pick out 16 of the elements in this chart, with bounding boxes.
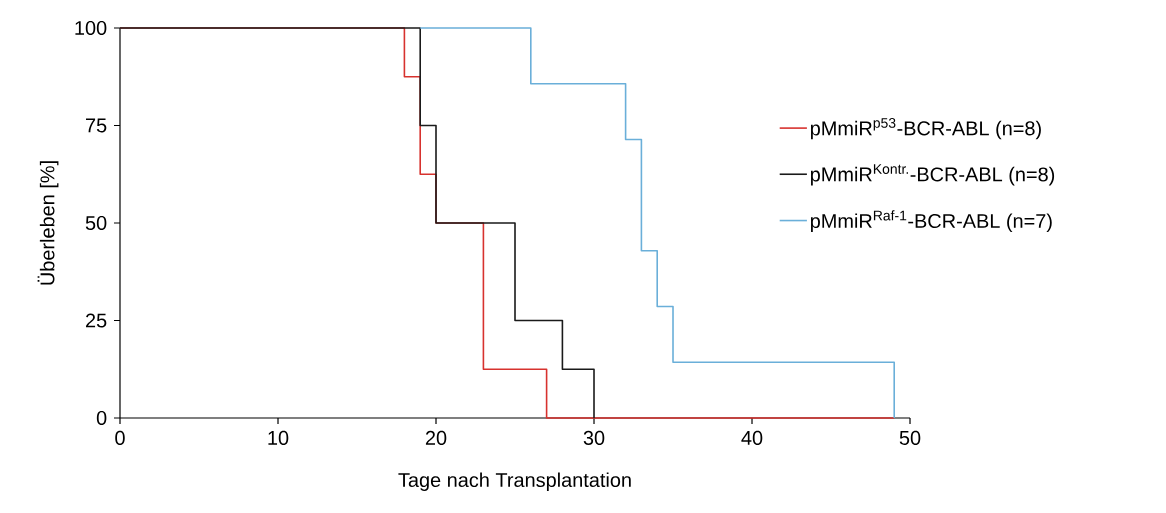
x-tick-label: 30 <box>583 430 605 445</box>
x-tick-label: 20 <box>425 430 447 445</box>
legend-label: pMmiR$^{p53}$-BCR-ABL (n=8) <box>810 117 1041 140</box>
y-tick-label: 100 <box>75 20 107 36</box>
x-tick-label: 40 <box>741 430 763 445</box>
x-tick-label: 0 <box>115 430 125 445</box>
y-tick-label: 0 <box>96 410 107 426</box>
x-axis-title: Tage nach Transplantation <box>398 472 631 492</box>
legend-label: pMmiR$^{Raf-1}$-BCR-ABL (n=7) <box>810 210 1052 232</box>
y-axis-title: Überleben [%] <box>37 161 59 285</box>
y-tick-label: 50 <box>85 215 107 231</box>
y-tick-label: 75 <box>86 118 107 133</box>
legend-label: pMmiR$^{Kontr.}$-BCR-ABL (n=8) <box>810 164 1055 186</box>
x-tick-label: 50 <box>899 430 921 445</box>
y-tick-label: 25 <box>86 313 107 328</box>
x-tick-label: 10 <box>268 430 289 445</box>
